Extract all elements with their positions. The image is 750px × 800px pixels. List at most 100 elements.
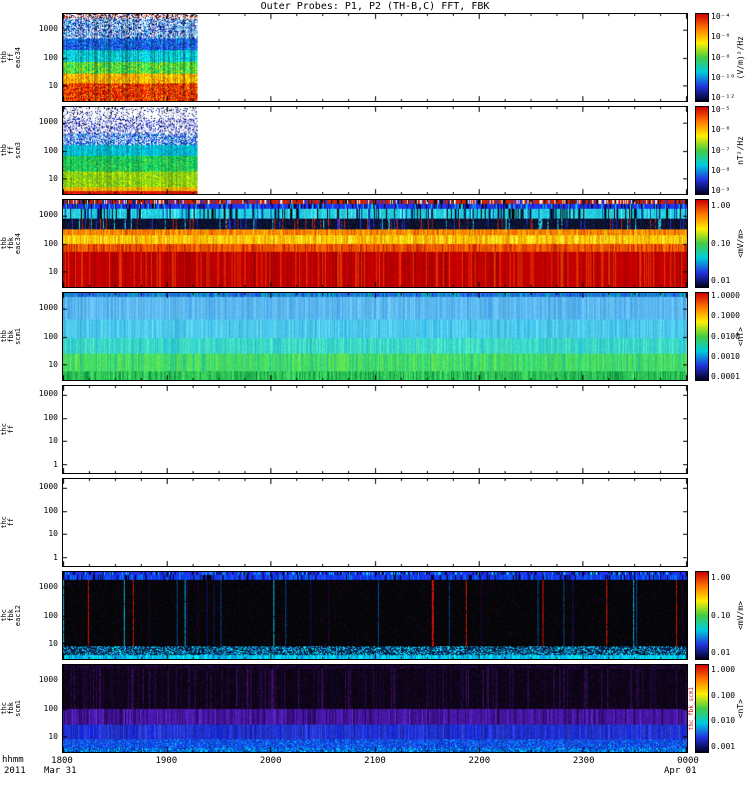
spectrogram-canvas-thc-fft-e [63,386,687,473]
colorbar-tick-label: 10⁻¹⁰ [711,72,736,82]
y-axis-label-thb-fbk-b: thb fbk scm1 [0,292,23,381]
y-axis-label-thc-fft-b: thc ff [0,478,23,567]
colorbar-unit-label: nT²/Hz [736,106,745,195]
y-tick-label: 100 [43,145,58,155]
plot-area-thc-fbk-b [62,664,688,753]
colorbar-thb-fbk-e [695,199,709,288]
y-tick-label: 10 [48,80,58,90]
colorbar-tick-label: 10⁻⁸ [711,52,731,62]
y-axis-label-line: scm1 [14,328,22,345]
colorbar-tick-label: 10⁻⁵ [711,105,731,115]
y-axis-label-thb-fft-e: thb ff eac34 [0,13,23,102]
colorbar-tick-label: 1.00 [711,573,731,583]
x-tick-label: 1900 [155,756,178,766]
spectrogram-panel-thc-fbk-b: thc fbk scm1 1000 100 10 1.000 0.100 0.010 0.001 <… [0,664,750,753]
y-tick-label: 100 [43,412,58,422]
spectrogram-canvas-thb-fft-b [63,107,687,194]
spectrogram-canvas-thc-fft-b [63,479,687,566]
spectrogram-canvas-thb-fbk-b [63,293,687,380]
x-tick-label: 2000 [259,756,282,766]
spectrogram-canvas-thc-fbk-b [63,665,687,752]
colorbar-unit-label: <mV/m> [736,199,745,288]
y-tick-label: 10 [48,436,58,446]
colorbar-unit-text: (V/m)²/Hz [736,35,745,80]
y-tick-label: 1000 [38,675,58,685]
colorbar-tick-label: 0.1000 [711,311,740,321]
colorbar-tick-label: 0.0010 [711,351,740,361]
colorbar-thc-fbk-e [695,571,709,660]
spectrogram-canvas-thb-fbk-e [63,200,687,287]
y-tick-label: 10 [48,359,58,369]
y-axis-label-line: ff [7,425,15,434]
y-tick-label: 10 [48,638,58,648]
colorbar-tick-label: 1.0000 [711,291,740,301]
plot-area-thc-fft-b [62,478,688,567]
spectrogram-canvas-thc-fbk-e [63,572,687,659]
spectrogram-panel-thb-fbk-e: thb fbk eac34 1000 100 10 1.00 0.10 0.01 <mV/m> [0,199,750,288]
y-axis-label-line: scm3 [14,142,22,159]
spectrogram-panel-thc-fft-b: thc ff 1000 100 10 1 [0,478,750,567]
colorbar-unit-label: (V/m)²/Hz [736,13,745,102]
y-tick-label: 1000 [38,582,58,592]
y-tick-label: 100 [43,331,58,341]
x-axis-unit-label: hhmm [2,755,24,765]
colorbar-tick-label: 10⁻⁷ [711,145,731,155]
plot-title: Outer Probes: P1, P2 (TH-B,C) FFT, FBK [260,1,490,12]
colorbar-tick-label: 0.0100 [711,331,740,341]
colorbar-unit-text: <mV/m> [736,601,745,630]
colorbar-tick-label: 0.100 [711,691,736,701]
colorbar-tick-label: 10⁻⁴ [711,12,731,22]
y-tick-label: 100 [43,238,58,248]
y-tick-label: 1 [53,460,58,470]
y-tick-label: 10 [48,731,58,741]
x-axis-date-end-label: Apr 01 [664,766,697,776]
y-tick-label: 100 [43,52,58,62]
y-tick-label: 1 [53,553,58,563]
x-tick-label: 1800 [51,756,73,766]
y-tick-label: 10 [48,266,58,276]
spectrogram-panel-thb-fft-e: thb ff eac34 1000 100 10 10⁻⁴ 10⁻⁶ 10⁻⁸ 10⁻¹⁰ 10⁻¹… [0,12,750,102]
colorbar-thb-fbk-b [695,292,709,381]
plot-area-thb-fft-b [62,106,688,195]
colorbar-tick-label: 10⁻⁸ [711,165,731,175]
panel-annotation: thc_fbk_scm1 [688,664,695,753]
colorbar-tick-label: 10⁻⁶ [711,125,731,135]
y-axis-label-thb-fbk-e: thb fbk eac34 [0,199,23,288]
plot-area-thb-fft-e [62,13,688,102]
x-tick-label: 0000 [677,756,699,766]
spectrogram-panel-thb-fbk-b: thb fbk scm1 1000 100 10 1.0000 0.1000 0.0100 0.0… [0,291,750,381]
y-tick-label: 100 [43,610,58,620]
y-axis-label-line: scm1 [14,700,22,717]
y-tick-label: 1000 [38,481,58,491]
colorbar-unit-text: <mV/m> [736,229,745,258]
colorbar-unit-text: <nT> [736,698,745,719]
colorbar-tick-label: 0.10 [711,610,731,620]
y-axis-label-thb-fft-b: thb ff scm3 [0,106,23,195]
y-axis-label-line: eac34 [14,46,22,69]
colorbar-thc-fbk-b [695,664,709,753]
spectrogram-panel-thc-fft-e: thc ff 1000 100 10 1 [0,385,750,474]
colorbar-tick-label: 10⁻⁹ [711,185,731,195]
y-axis-label-line: eac34 [14,232,22,255]
y-tick-label: 10 [48,529,58,539]
x-tick-label: 2300 [572,756,595,766]
plot-area-thb-fbk-b [62,292,688,381]
colorbar-unit-label: <mV/m> [736,571,745,660]
colorbar-unit-label: <nT> [736,292,745,381]
y-tick-label: 100 [43,505,58,515]
colorbar-unit-text: nT²/Hz [736,136,745,165]
colorbar-tick-label: 0.0001 [711,371,740,381]
colorbar-tick-label: 10⁻⁶ [711,32,731,42]
y-axis-label-line: eac12 [14,604,22,627]
spectrogram-panel-thc-fbk-e: thc fbk eac12 1000 100 10 1.00 0.10 0.01 <mV/m> [0,571,750,660]
colorbar-thb-fft-e [695,13,709,102]
colorbar-unit-label: <nT> [736,664,745,753]
colorbar-tick-label: 1.00 [711,201,731,211]
x-axis-date-start-label: Mar 31 [44,766,77,776]
y-tick-label: 1000 [38,210,58,220]
x-tick-label: 2100 [364,756,386,766]
panel-annotation-text: thc_fbk_scm1 [688,686,695,731]
colorbar-tick-label: 0.01 [711,647,731,657]
colorbar-tick-label: 0.01 [711,275,731,285]
